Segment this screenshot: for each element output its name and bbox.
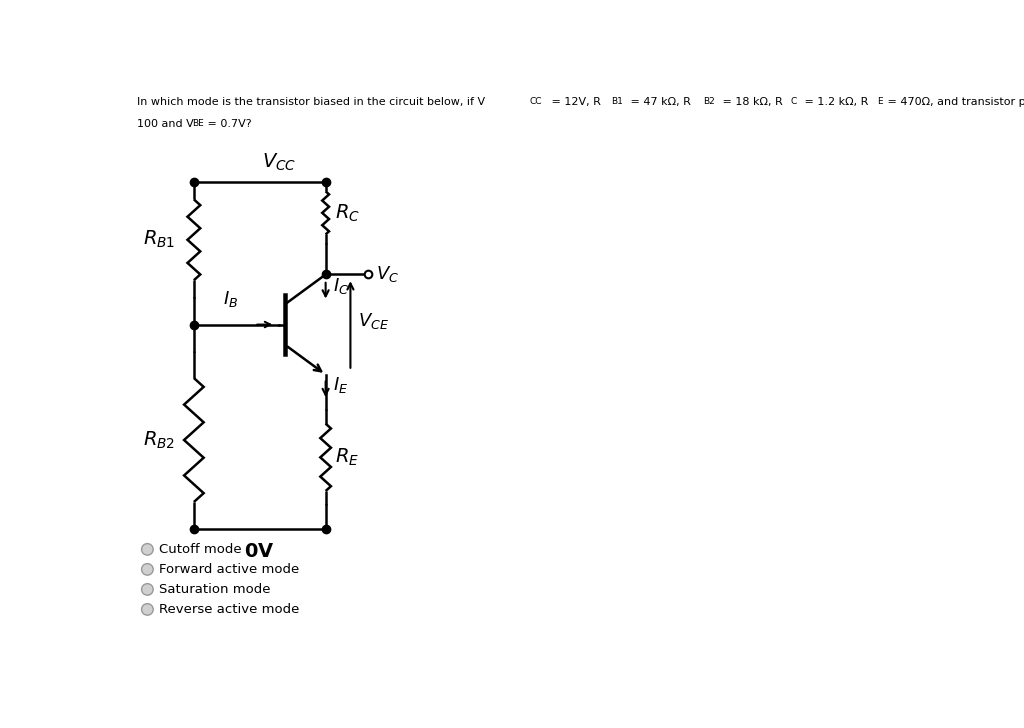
Text: = 470Ω, and transistor parameters are β =: = 470Ω, and transistor parameters are β … (884, 98, 1024, 107)
Text: = 18 kΩ, R: = 18 kΩ, R (719, 98, 782, 107)
Text: $I_{\mathit{B}}$: $I_{\mathit{B}}$ (223, 289, 239, 309)
Text: $R_{\mathit{E}}$: $R_{\mathit{E}}$ (335, 447, 359, 468)
Text: $\mathbf{0V}$: $\mathbf{0V}$ (245, 542, 275, 561)
Text: Reverse active mode: Reverse active mode (159, 603, 299, 616)
Text: $R_{\mathit{B2}}$: $R_{\mathit{B2}}$ (143, 430, 175, 451)
Text: $I_{\mathit{E}}$: $I_{\mathit{E}}$ (334, 375, 348, 395)
Text: Saturation mode: Saturation mode (159, 583, 270, 596)
Circle shape (141, 544, 154, 555)
Circle shape (141, 563, 154, 575)
Text: $R_{\mathit{B1}}$: $R_{\mathit{B1}}$ (143, 229, 175, 250)
Text: C: C (791, 98, 797, 106)
Text: B1: B1 (611, 98, 624, 106)
Circle shape (141, 584, 154, 596)
Text: E: E (877, 98, 883, 106)
Text: = 47 kΩ, R: = 47 kΩ, R (627, 98, 691, 107)
Text: = 12V, R: = 12V, R (548, 98, 601, 107)
Text: BE: BE (193, 119, 204, 128)
Text: $V_{\mathit{CC}}$: $V_{\mathit{CC}}$ (262, 151, 296, 173)
Text: In which mode is the transistor biased in the circuit below, if V: In which mode is the transistor biased i… (137, 98, 485, 107)
Text: B2: B2 (703, 98, 715, 106)
Text: Cutoff mode: Cutoff mode (159, 543, 242, 556)
Text: Forward active mode: Forward active mode (159, 563, 299, 576)
Text: $V_{\mathit{C}}$: $V_{\mathit{C}}$ (376, 264, 399, 285)
Text: 100 and V: 100 and V (137, 119, 195, 129)
Text: $V_{\mathit{CE}}$: $V_{\mathit{CE}}$ (358, 311, 389, 331)
Circle shape (141, 604, 154, 615)
Text: $I_{\mathit{C}}$: $I_{\mathit{C}}$ (334, 276, 349, 296)
Text: = 0.7V?: = 0.7V? (204, 119, 252, 129)
Text: CC: CC (529, 98, 542, 106)
Text: $R_{\mathit{C}}$: $R_{\mathit{C}}$ (335, 202, 360, 223)
Text: = 1.2 kΩ, R: = 1.2 kΩ, R (801, 98, 868, 107)
